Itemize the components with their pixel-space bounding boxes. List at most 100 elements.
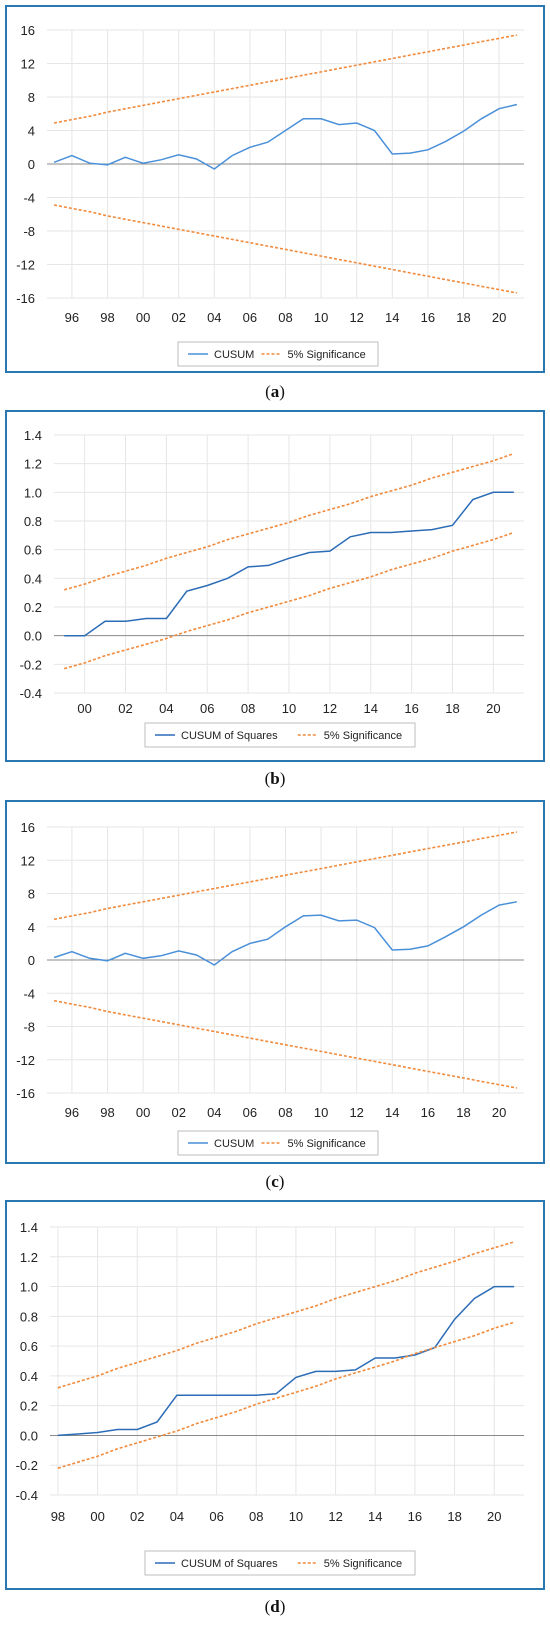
- y-tick-label: -4: [23, 986, 35, 1001]
- caption-b: (b): [264, 769, 286, 788]
- x-tick-label: 18: [456, 310, 470, 325]
- legend-label-significance: 5% Significance: [324, 1558, 402, 1570]
- x-tick-label: 04: [207, 310, 221, 325]
- x-tick-label: 00: [136, 310, 150, 325]
- x-tick-label: 08: [249, 1509, 263, 1524]
- x-tick-label: 02: [130, 1509, 144, 1524]
- y-tick-label: -16: [16, 1086, 35, 1101]
- x-tick-label: 18: [445, 701, 459, 716]
- y-tick-label: 16: [21, 820, 35, 835]
- x-tick-label: 12: [349, 1105, 363, 1120]
- chart-c: 96 98 00 02 04 06 08 10 12 14 16 18 20 16 12 8 4 0 -4 -8 -12…: [5, 800, 545, 1164]
- chart-frame-b: [5, 410, 545, 762]
- x-tick-label: 10: [314, 1105, 328, 1120]
- x-tick-label: 10: [282, 701, 296, 716]
- legend-label-significance: 5% Significance: [288, 349, 366, 361]
- y-tick-label: 0.2: [24, 600, 42, 615]
- y-tick-label: 0: [28, 953, 35, 968]
- caption-a: (a): [265, 382, 285, 401]
- x-tick-label: 98: [51, 1509, 65, 1524]
- x-tick-label: 16: [404, 701, 418, 716]
- y-tick-label: -16: [16, 291, 35, 306]
- y-tick-label: -0.4: [16, 1488, 38, 1503]
- x-tick-label: 18: [456, 1105, 470, 1120]
- caption-letter-a: a: [270, 382, 280, 401]
- y-tick-label: 0.0: [20, 1428, 38, 1443]
- upper-significance-line: [53, 831, 518, 921]
- y-tick-label: -8: [23, 1020, 35, 1035]
- x-tick-label: 12: [349, 310, 363, 325]
- y-tick-label: 0.4: [20, 1369, 38, 1384]
- x-tick-label: 06: [200, 701, 214, 716]
- x-tick-label: 08: [241, 701, 255, 716]
- x-tick-label: 04: [207, 1105, 221, 1120]
- legend-box: [144, 1550, 416, 1576]
- chart-panel-b: 00 02 04 06 08 10 12 14 16 18 20 1.4 1.2 1.0 0.8 0.6 0.4…: [0, 405, 550, 795]
- y-tick-label: 12: [21, 853, 35, 868]
- x-tick-label: 12: [323, 701, 337, 716]
- y-tick-label: 0: [28, 157, 35, 172]
- y-tick-label: -12: [16, 1053, 35, 1068]
- x-tick-label: 00: [90, 1509, 104, 1524]
- y-tick-label: 1.4: [24, 428, 42, 443]
- x-tick-label: 08: [278, 310, 292, 325]
- caption-letter-d: d: [270, 1597, 280, 1616]
- y-tick-label: 16: [21, 23, 35, 38]
- x-tick-label: 16: [421, 310, 435, 325]
- x-tick-label: 16: [408, 1509, 422, 1524]
- chart-b: 00 02 04 06 08 10 12 14 16 18 20 1.4 1.2 1.0 0.8 0.6 0.4…: [5, 410, 545, 762]
- chart-panel-a: 96 98 00 02 04 06 08 10 12 14 16 18 20 16 12 8 4 0 -4 -8 -12…: [0, 0, 550, 405]
- cusum-line: [53, 103, 518, 170]
- y-tick-label: 12: [21, 57, 35, 72]
- x-tick-label: 00: [77, 701, 91, 716]
- y-tick-label: 8: [28, 887, 35, 902]
- x-tick-label: 04: [170, 1509, 184, 1524]
- y-tick-label: -0.2: [16, 1458, 38, 1473]
- x-tick-label: 20: [492, 1105, 506, 1120]
- chart-frame-a: [5, 5, 545, 373]
- chart-frame-d: [5, 1200, 545, 1590]
- y-tick-label: 1.0: [24, 485, 42, 500]
- x-tick-label: 98: [100, 1105, 114, 1120]
- x-tick-label: 20: [492, 310, 506, 325]
- chart-a: 96 98 00 02 04 06 08 10 12 14 16 18 20 16 12 8 4 0 -4 -8 -12…: [5, 5, 545, 373]
- x-tick-label: 06: [209, 1509, 223, 1524]
- y-tick-label: 1.4: [20, 1220, 38, 1235]
- y-tick-label: 0.2: [20, 1399, 38, 1414]
- y-tick-label: -4: [23, 191, 35, 206]
- x-tick-label: 20: [487, 1509, 501, 1524]
- y-tick-label: 0.0: [24, 629, 42, 644]
- x-tick-label: 16: [421, 1105, 435, 1120]
- chart-panel-d: 98 00 02 04 06 08 10 12 14 16 18 20 1.4 1.2 1.0 0.8 0.6 0…: [0, 1195, 550, 1627]
- cusum-line: [64, 491, 514, 637]
- caption-letter-b: b: [270, 769, 280, 788]
- y-tick-label: 1.0: [20, 1280, 38, 1295]
- cusum-line: [57, 1285, 515, 1437]
- x-tick-label: 10: [289, 1509, 303, 1524]
- y-tick-label: 0.8: [24, 514, 42, 529]
- y-tick-label: 0.8: [20, 1309, 38, 1324]
- upper-significance-line: [63, 452, 515, 591]
- caption-c: (c): [265, 1172, 285, 1191]
- x-tick-label: 08: [278, 1105, 292, 1120]
- y-tick-label: 4: [28, 124, 35, 139]
- legend-label-significance: 5% Significance: [324, 730, 402, 742]
- chart-frame-c: [5, 800, 545, 1164]
- y-tick-label: 8: [28, 90, 35, 105]
- caption-d: (d): [264, 1597, 286, 1616]
- y-tick-label: 4: [28, 920, 35, 935]
- y-tick-label: 1.2: [24, 457, 42, 472]
- x-tick-label: 02: [118, 701, 132, 716]
- caption-letter-c: c: [271, 1172, 279, 1191]
- lower-significance-line: [63, 531, 515, 670]
- cusum-line: [53, 901, 518, 966]
- x-tick-label: 04: [159, 701, 173, 716]
- legend-label-significance: 5% Significance: [288, 1138, 366, 1150]
- x-tick-label: 12: [328, 1509, 342, 1524]
- y-tick-label: -12: [16, 258, 35, 273]
- legend-label-cusum: CUSUM of Squares: [181, 1558, 278, 1570]
- x-tick-label: 14: [385, 310, 399, 325]
- x-tick-label: 96: [65, 310, 79, 325]
- chart-d: 98 00 02 04 06 08 10 12 14 16 18 20 1.4 1.2 1.0 0.8 0.6 0…: [5, 1200, 545, 1590]
- y-tick-label: -8: [23, 224, 35, 239]
